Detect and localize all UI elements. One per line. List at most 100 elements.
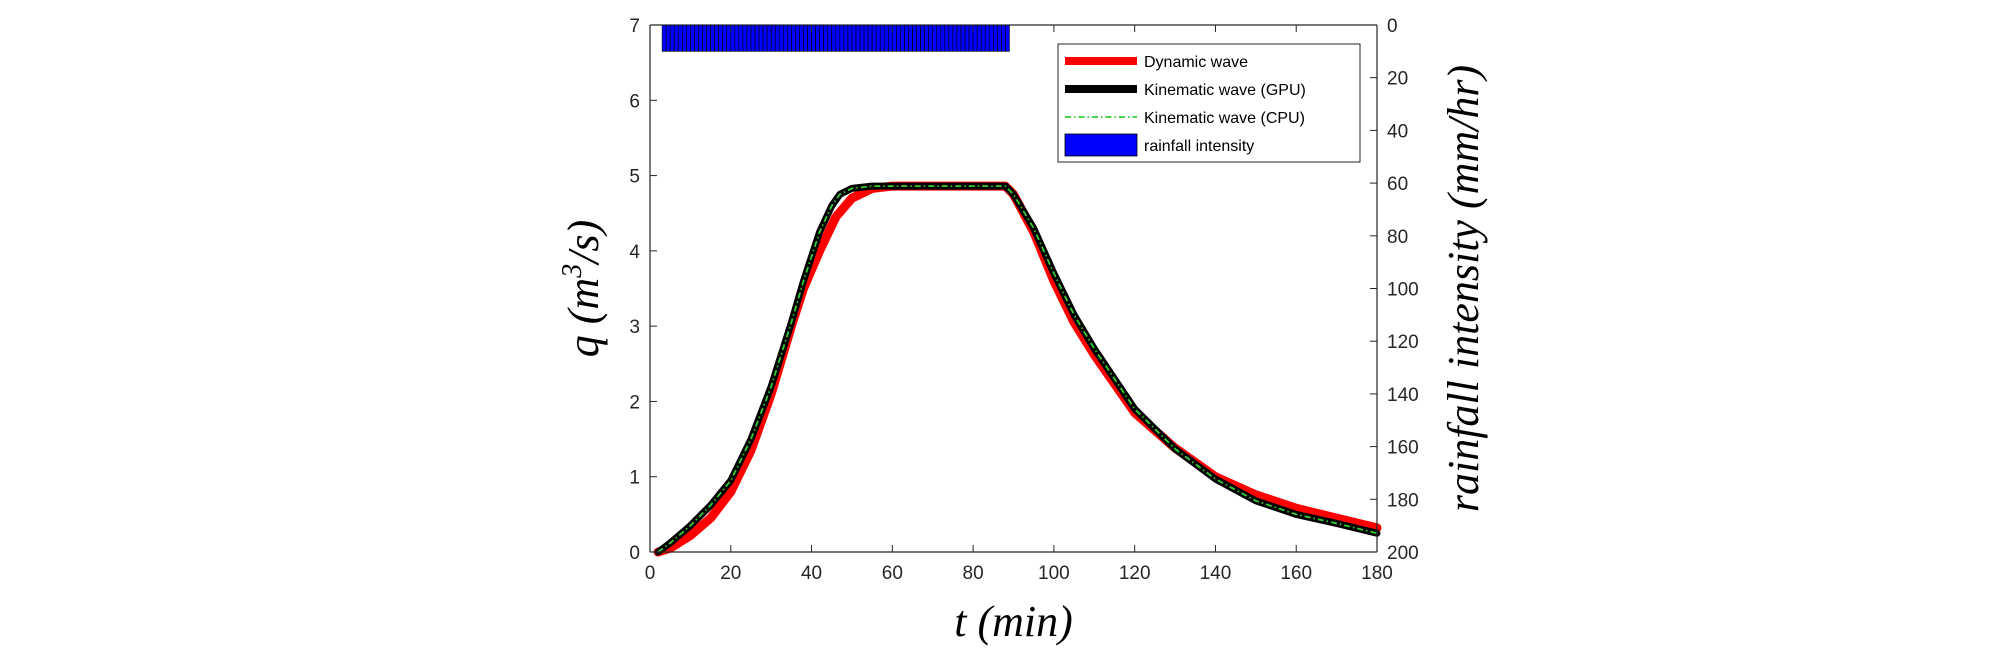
rainfall-bar [815, 24, 820, 52]
rainfall-bar [960, 24, 966, 52]
rainfall-bar [770, 24, 776, 52]
rainfall-bar [863, 24, 869, 52]
rainfall-bar [819, 24, 824, 52]
rainfall-bar [952, 24, 958, 52]
x-tick-label: 100 [1038, 563, 1070, 584]
y-tick-right-label: 0 [1387, 16, 1398, 37]
rainfall-bar [766, 24, 772, 52]
rainfall-bar [912, 24, 917, 52]
series-line-dynamic-wave [653, 181, 1382, 557]
rainfall-bar [811, 24, 816, 52]
rainfall-bar [843, 24, 849, 52]
rainfall-bar [867, 24, 873, 52]
x-tick-label: 0 [645, 563, 656, 584]
rainfall-bar [916, 24, 921, 52]
rainfall-bar [956, 24, 962, 52]
rainfall-bar [847, 24, 853, 52]
y-tick-left-label: 4 [629, 242, 640, 263]
rainfall-bar [661, 24, 667, 52]
x-tick-label: 120 [1119, 563, 1151, 584]
rainfall-bar [746, 24, 752, 52]
y-tick-right-label: 60 [1387, 174, 1408, 195]
rainfall-bar [702, 24, 707, 52]
series-lines [653, 181, 1382, 557]
rainfall-bar [940, 24, 946, 52]
rainfall-bar [795, 24, 800, 52]
y-axis-left-title: q (m3/s) [557, 220, 608, 357]
rainfall-bar [908, 24, 913, 52]
axes: 0 20 40 60 80 100 120 140 160 180 0 1 2 3 4 5 6 7 0 20 40 60 8… [629, 16, 1418, 584]
rainfall-bar [778, 24, 784, 52]
y-tick-right-label: 80 [1387, 227, 1408, 248]
y-tick-right-label: 140 [1387, 385, 1419, 406]
rainfall-bar [673, 24, 679, 52]
rainfall-bar [750, 24, 756, 52]
rainfall-bar [855, 24, 861, 52]
rainfall-bar [714, 24, 719, 52]
rainfall-bar [690, 24, 695, 52]
rainfall-bar [758, 24, 764, 52]
legend-label: Dynamic wave [1144, 54, 1248, 71]
rainfall-bar [851, 24, 857, 52]
x-tick-label: 160 [1280, 563, 1312, 584]
y-axis-left-title-sup: 3 [557, 264, 588, 279]
y-tick-left-label: 0 [629, 543, 640, 564]
rainfall-bar [968, 24, 974, 52]
legend-label: Kinematic wave (CPU) [1144, 110, 1305, 127]
rainfall-bar [710, 24, 715, 52]
rainfall-bar [993, 24, 998, 52]
rainfall-bar [686, 24, 691, 52]
legend: Dynamic wave Kinematic wave (GPU) Kinemati… [1057, 43, 1361, 163]
rainfall-bar [787, 24, 792, 52]
rainfall-bar [827, 24, 833, 52]
legend-label: Kinematic wave (GPU) [1144, 82, 1306, 99]
rainfall-bar [698, 24, 703, 52]
rainfall-bar [823, 24, 829, 52]
legend-swatch-rainfall [1064, 133, 1138, 157]
rainfall-bar [928, 24, 934, 52]
y-tick-left-label: 7 [629, 16, 640, 37]
rainfall-bar [718, 24, 724, 52]
rainfall-bar [694, 24, 699, 52]
legend-label: rainfall intensity [1144, 138, 1254, 155]
rainfall-bar [682, 24, 687, 52]
rainfall-bar [1001, 24, 1006, 52]
rainfall-bar [871, 24, 877, 52]
series-line-kinematic-cpu [657, 185, 1378, 553]
x-tick-label: 180 [1361, 563, 1393, 584]
y-tick-left-label: 3 [629, 317, 640, 338]
rainfall-bar [944, 24, 950, 52]
rainfall-bar [742, 24, 748, 52]
rainfall-bar [879, 24, 885, 52]
y-tick-left-label: 2 [629, 392, 640, 413]
rainfall-bar [976, 24, 982, 52]
rainfall-bar [677, 24, 683, 52]
rainfall-bar [791, 24, 796, 52]
rainfall-bar [936, 24, 942, 52]
rainfall-bar [964, 24, 970, 52]
rainfall-bar [665, 24, 671, 52]
rainfall-bars [661, 24, 1010, 52]
y-axis-left-title-base: q (m [559, 278, 608, 357]
x-tick-label: 80 [963, 563, 984, 584]
rainfall-bar [774, 24, 780, 52]
axis-titles: t (min)q (m3/s) rainfall intensity (mm/hr… [557, 65, 1488, 646]
rainfall-bar [738, 24, 744, 52]
rainfall-bar [803, 24, 808, 52]
y-tick-right-label: 120 [1387, 332, 1419, 353]
y-tick-right-label: 200 [1387, 543, 1419, 564]
rainfall-bar [799, 24, 804, 52]
rainfall-bar [980, 24, 986, 52]
rainfall-bar [807, 24, 812, 52]
rainfall-bar [726, 24, 732, 52]
rainfall-bar [730, 24, 736, 52]
x-tick-label: 40 [801, 563, 822, 584]
y-tick-left-label: 5 [629, 167, 640, 188]
rainfall-bar [924, 24, 929, 52]
rainfall-bar [762, 24, 768, 52]
rainfall-bar [896, 24, 901, 52]
rainfall-bar [754, 24, 760, 52]
rainfall-bar [904, 24, 909, 52]
rainfall-bar [722, 24, 728, 52]
y-tick-right-label: 160 [1387, 438, 1419, 459]
